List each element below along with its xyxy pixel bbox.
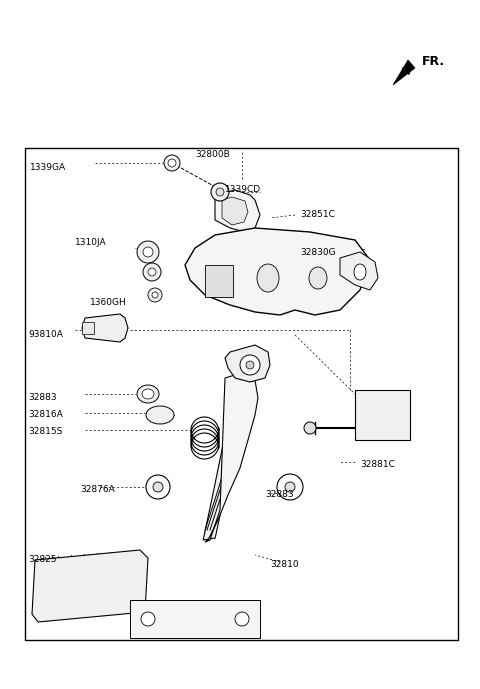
- Circle shape: [277, 474, 303, 500]
- Circle shape: [164, 155, 180, 171]
- Ellipse shape: [354, 264, 366, 280]
- Polygon shape: [393, 60, 415, 85]
- Circle shape: [148, 288, 162, 302]
- Ellipse shape: [146, 406, 174, 424]
- Ellipse shape: [257, 264, 279, 292]
- Polygon shape: [185, 228, 370, 315]
- Bar: [355, 390, 410, 440]
- Text: 1339GA: 1339GA: [30, 163, 66, 172]
- Polygon shape: [215, 190, 260, 232]
- Text: FR.: FR.: [422, 55, 445, 68]
- Polygon shape: [340, 252, 378, 290]
- Bar: [82, 322, 94, 334]
- Circle shape: [143, 263, 161, 281]
- Ellipse shape: [142, 389, 154, 399]
- Circle shape: [216, 188, 224, 196]
- Circle shape: [235, 612, 249, 626]
- Text: 32810: 32810: [270, 560, 299, 569]
- Text: 32800B: 32800B: [195, 150, 230, 159]
- Polygon shape: [82, 314, 128, 342]
- Circle shape: [148, 268, 156, 276]
- Text: 32830G: 32830G: [300, 248, 336, 257]
- Circle shape: [146, 475, 170, 499]
- Ellipse shape: [309, 267, 327, 289]
- Text: 32883: 32883: [265, 490, 294, 499]
- Circle shape: [240, 355, 260, 375]
- Circle shape: [168, 159, 176, 167]
- Ellipse shape: [137, 385, 159, 403]
- Text: 32883: 32883: [28, 393, 57, 402]
- Polygon shape: [225, 345, 270, 382]
- Bar: [130, 600, 260, 638]
- Circle shape: [153, 482, 163, 492]
- Bar: [205, 265, 233, 297]
- Polygon shape: [32, 550, 148, 622]
- Polygon shape: [205, 372, 258, 542]
- Text: 32851C: 32851C: [300, 210, 335, 219]
- Text: 1310JA: 1310JA: [75, 238, 107, 247]
- Circle shape: [285, 482, 295, 492]
- Text: 32876A: 32876A: [80, 485, 115, 494]
- Text: 32881C: 32881C: [360, 460, 395, 469]
- Circle shape: [304, 422, 316, 434]
- Circle shape: [152, 292, 158, 298]
- Text: 93810A: 93810A: [28, 330, 63, 339]
- Circle shape: [137, 241, 159, 263]
- Circle shape: [143, 247, 153, 257]
- Text: 1360GH: 1360GH: [90, 298, 127, 307]
- Text: 1339CD: 1339CD: [225, 185, 261, 194]
- Text: 32816A: 32816A: [28, 410, 63, 419]
- Circle shape: [211, 183, 229, 201]
- Circle shape: [141, 612, 155, 626]
- Circle shape: [246, 361, 254, 369]
- Polygon shape: [222, 197, 248, 225]
- Polygon shape: [203, 378, 248, 540]
- Text: 32815S: 32815S: [28, 427, 62, 436]
- Text: 32825: 32825: [28, 555, 57, 564]
- Bar: [25, 148, 458, 640]
